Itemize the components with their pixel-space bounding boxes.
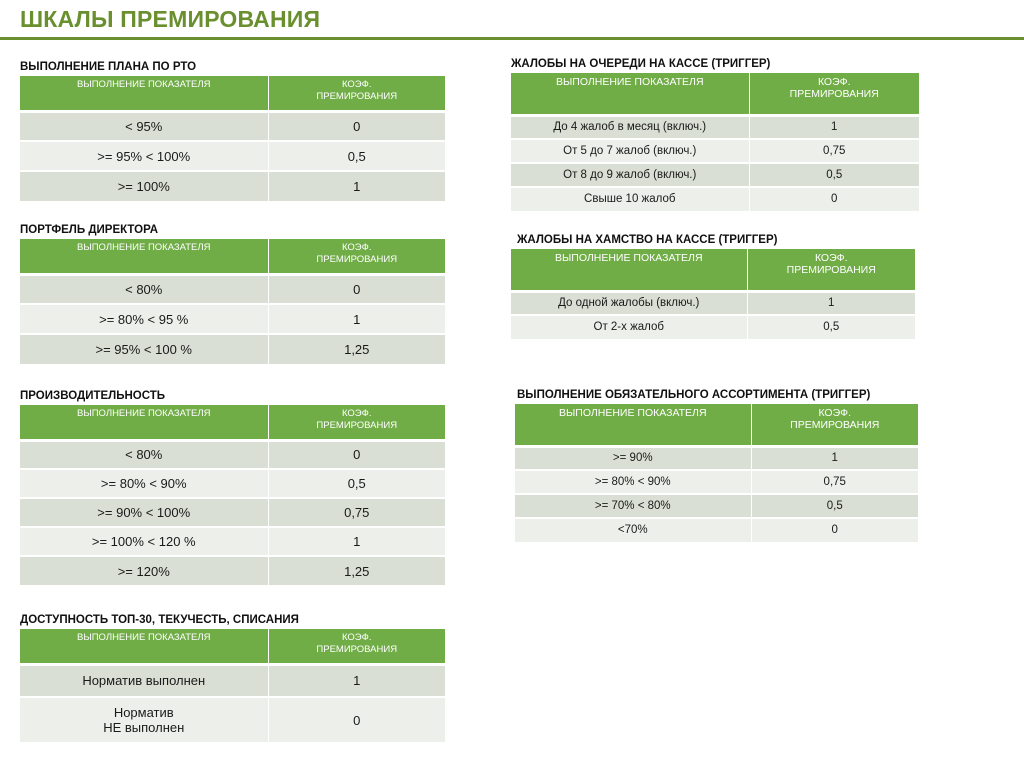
performance-range-cell: Норматив НЕ выполнен <box>20 696 269 742</box>
table-row: >= 95% < 100 % 1,25 <box>20 333 445 364</box>
coefficient-cell: 0,5 <box>747 314 915 339</box>
coefficient-cell: 0,5 <box>751 493 918 518</box>
table-row: Свыше 10 жалоб 0 <box>511 186 919 211</box>
table-row: >= 120% 1,25 <box>20 555 445 585</box>
title-divider <box>0 37 1024 40</box>
coefficient-cell: 0 <box>749 186 919 211</box>
table-row: До 4 жалоб в месяц (включ.) 1 <box>511 113 919 139</box>
column-header-performance: ВЫПОЛНЕНИЕ ПОКАЗАТЕЛЯ <box>20 405 269 440</box>
table-row: >= 100% < 120 % 1 <box>20 526 445 556</box>
column-header-coefficient: КОЭФ. ПРЕМИРОВАНИЯ <box>268 629 445 664</box>
page-title: ШКАЛЫ ПРЕМИРОВАНИЯ <box>20 6 321 32</box>
table-title: ВЫПОЛНЕНИЕ ПЛАНА ПО РТО <box>20 61 197 73</box>
column-header-coefficient: КОЭФ. ПРЕМИРОВАНИЯ <box>747 249 915 291</box>
performance-range-cell: >= 90% <box>515 444 752 470</box>
coefficient-cell: 1,25 <box>268 555 445 585</box>
column-header-coefficient: КОЭФ. ПРЕМИРОВАНИЯ <box>268 239 445 274</box>
table-row: >= 90% < 100% 0,75 <box>20 497 445 527</box>
table-title: ВЫПОЛНЕНИЕ ОБЯЗАТЕЛЬНОГО АССОРТИМЕНТА (Т… <box>517 389 871 401</box>
performance-range-cell: От 2-х жалоб <box>511 314 748 339</box>
table-title: ЖАЛОБЫ НА ОЧЕРЕДИ НА КАССЕ (ТРИГГЕР) <box>511 58 771 70</box>
coefficient-cell: 0,75 <box>749 138 919 163</box>
coefficient-cell: 0,5 <box>749 162 919 187</box>
performance-range-cell: < 95% <box>20 109 269 141</box>
performance-range-cell: Норматив выполнен <box>20 662 269 697</box>
coefficient-cell: 1 <box>749 113 919 139</box>
coefficient-cell: 0 <box>751 517 918 542</box>
table-row: До одной жалобы (включ.) 1 <box>511 289 915 315</box>
performance-range-cell: >= 80% < 90% <box>20 468 269 498</box>
column-header-coefficient: КОЭФ. ПРЕМИРОВАНИЯ <box>749 73 919 115</box>
performance-range-cell: < 80% <box>20 272 269 304</box>
performance-range-cell: >= 80% < 90% <box>515 469 752 494</box>
column-header-coefficient: КОЭФ. ПРЕМИРОВАНИЯ <box>268 76 445 111</box>
performance-range-cell: >= 90% < 100% <box>20 497 269 527</box>
table-row: < 80% 0 <box>20 272 445 304</box>
column-header-performance: ВЫПОЛНЕНИЕ ПОКАЗАТЕЛЯ <box>20 629 269 664</box>
table-row: От 2-х жалоб 0,5 <box>511 314 915 339</box>
table-queue-complaints: ЖАЛОБЫ НА ОЧЕРЕДИ НА КАССЕ (ТРИГГЕР) ВЫП… <box>511 55 919 211</box>
table-row: >= 90% 1 <box>515 444 918 470</box>
table-row: >= 80% < 95 % 1 <box>20 303 445 334</box>
table-row: Норматив выполнен 1 <box>20 662 445 697</box>
table-row: >= 80% < 90% 0,5 <box>20 468 445 498</box>
table-row: < 95% 0 <box>20 109 445 141</box>
performance-range-cell: >= 100% <box>20 170 269 201</box>
table-row: >= 95% < 100% 0,5 <box>20 140 445 171</box>
performance-range-cell: От 5 до 7 жалоб (включ.) <box>511 138 750 163</box>
table-row: От 5 до 7 жалоб (включ.) 0,75 <box>511 138 919 163</box>
table-title: ПРОИЗВОДИТЕЛЬНОСТЬ <box>20 390 166 402</box>
table-productivity: ПРОИЗВОДИТЕЛЬНОСТЬ ВЫПОЛНЕНИЕ ПОКАЗАТЕЛЯ… <box>20 387 445 585</box>
coefficient-cell: 1,25 <box>268 333 445 364</box>
coefficient-cell: 0 <box>268 272 445 304</box>
coefficient-cell: 1 <box>268 303 445 334</box>
table-rudeness-complaints: ЖАЛОБЫ НА ХАМСТВО НА КАССЕ (ТРИГГЕР) ВЫП… <box>511 231 915 339</box>
performance-range-cell: >= 95% < 100 % <box>20 333 269 364</box>
table-row: >= 80% < 90% 0,75 <box>515 469 918 494</box>
coefficient-cell: 0 <box>268 438 445 469</box>
coefficient-cell: 0,75 <box>268 497 445 527</box>
coefficient-cell: 1 <box>268 526 445 556</box>
table-row: >= 70% < 80% 0,5 <box>515 493 918 518</box>
performance-range-cell: <70% <box>515 517 752 542</box>
performance-range-cell: < 80% <box>20 438 269 469</box>
column-header-performance: ВЫПОЛНЕНИЕ ПОКАЗАТЕЛЯ <box>511 249 748 291</box>
column-header-performance: ВЫПОЛНЕНИЕ ПОКАЗАТЕЛЯ <box>20 239 269 274</box>
performance-range-cell: >= 70% < 80% <box>515 493 752 518</box>
coefficient-cell: 0,5 <box>268 140 445 171</box>
table-plan: ВЫПОЛНЕНИЕ ПЛАНА ПО РТО ВЫПОЛНЕНИЕ ПОКАЗ… <box>20 58 445 201</box>
table-title: ДОСТУПНОСТЬ ТОП-30, ТЕКУЧЕСТЬ, СПИСАНИЯ <box>20 614 299 626</box>
table-row: От 8 до 9 жалоб (включ.) 0,5 <box>511 162 919 187</box>
performance-range-cell: >= 95% < 100% <box>20 140 269 171</box>
performance-range-cell: От 8 до 9 жалоб (включ.) <box>511 162 750 187</box>
performance-range-cell: До 4 жалоб в месяц (включ.) <box>511 113 750 139</box>
coefficient-cell: 1 <box>268 662 445 697</box>
table-row: >= 100% 1 <box>20 170 445 201</box>
table-top30: ДОСТУПНОСТЬ ТОП-30, ТЕКУЧЕСТЬ, СПИСАНИЯ … <box>20 611 445 742</box>
coefficient-cell: 1 <box>268 170 445 201</box>
performance-range-cell: До одной жалобы (включ.) <box>511 289 748 315</box>
coefficient-cell: 1 <box>747 289 915 315</box>
coefficient-cell: 1 <box>751 444 918 470</box>
table-title: ПОРТФЕЛЬ ДИРЕКТОРА <box>20 224 159 236</box>
column-header-performance: ВЫПОЛНЕНИЕ ПОКАЗАТЕЛЯ <box>511 73 750 115</box>
column-header-coefficient: КОЭФ. ПРЕМИРОВАНИЯ <box>268 405 445 440</box>
table-portfolio: ПОРТФЕЛЬ ДИРЕКТОРА ВЫПОЛНЕНИЕ ПОКАЗАТЕЛЯ… <box>20 221 445 364</box>
coefficient-cell: 0,5 <box>268 468 445 498</box>
table-row: Норматив НЕ выполнен 0 <box>20 696 445 742</box>
column-header-performance: ВЫПОЛНЕНИЕ ПОКАЗАТЕЛЯ <box>20 76 269 111</box>
table-assortment: ВЫПОЛНЕНИЕ ОБЯЗАТЕЛЬНОГО АССОРТИМЕНТА (Т… <box>515 386 918 542</box>
coefficient-cell: 0,75 <box>751 469 918 494</box>
coefficient-cell: 0 <box>268 109 445 141</box>
table-row: <70% 0 <box>515 517 918 542</box>
column-header-performance: ВЫПОЛНЕНИЕ ПОКАЗАТЕЛЯ <box>515 404 752 446</box>
table-row: < 80% 0 <box>20 438 445 469</box>
coefficient-cell: 0 <box>268 696 445 742</box>
performance-range-cell: Свыше 10 жалоб <box>511 186 750 211</box>
performance-range-cell: >= 120% <box>20 555 269 585</box>
performance-range-cell: >= 80% < 95 % <box>20 303 269 334</box>
performance-range-cell: >= 100% < 120 % <box>20 526 269 556</box>
column-header-coefficient: КОЭФ. ПРЕМИРОВАНИЯ <box>751 404 918 446</box>
table-title: ЖАЛОБЫ НА ХАМСТВО НА КАССЕ (ТРИГГЕР) <box>517 234 778 246</box>
